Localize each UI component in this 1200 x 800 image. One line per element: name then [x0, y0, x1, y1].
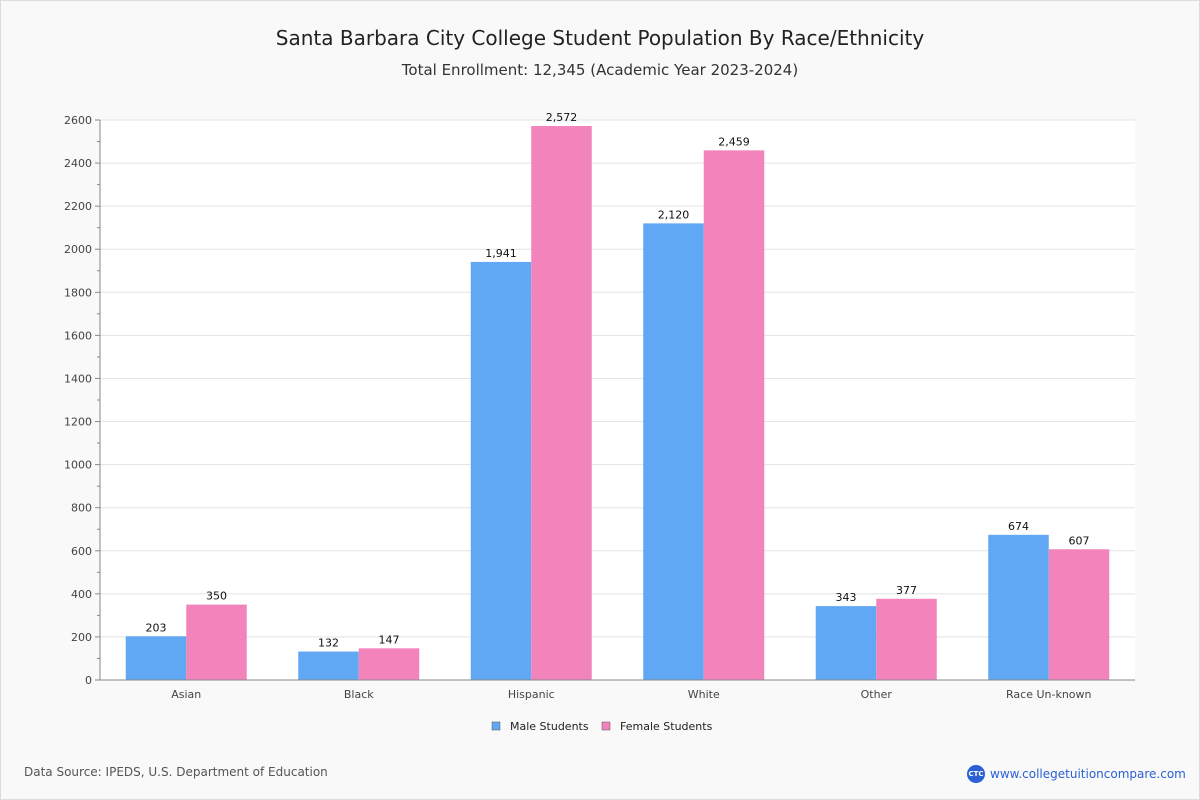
data-source: Data Source: IPEDS, U.S. Department of E… — [24, 765, 328, 779]
brand-link[interactable]: CTC www.collegetuitioncompare.com — [967, 765, 1186, 783]
legend-label: Male Students — [510, 720, 589, 733]
legend-swatch — [601, 721, 611, 731]
chart-title: Santa Barbara City College Student Popul… — [275, 26, 925, 50]
data-label: 377 — [896, 584, 917, 597]
data-label: 147 — [379, 633, 400, 646]
y-tick-label: 0 — [85, 674, 92, 687]
y-tick-label: 400 — [71, 588, 92, 601]
bar-male-students — [815, 606, 877, 680]
bar-female-students — [703, 150, 765, 680]
data-label: 1,941 — [485, 247, 517, 260]
bar-female-students — [1048, 549, 1110, 680]
y-tick-label: 2200 — [64, 200, 92, 213]
data-label: 2,459 — [718, 135, 750, 148]
x-tick-label: White — [688, 688, 720, 701]
y-tick-label: 1800 — [64, 286, 92, 299]
y-tick-label: 2600 — [64, 114, 92, 127]
data-label: 2,120 — [658, 208, 690, 221]
bar-male-students — [988, 534, 1049, 680]
data-label: 2,572 — [546, 111, 578, 124]
y-tick-label: 1200 — [64, 416, 92, 429]
y-tick-label: 1600 — [64, 329, 92, 342]
brand-url: www.collegetuitioncompare.com — [990, 767, 1186, 781]
y-tick-label: 1400 — [64, 372, 92, 385]
data-label: 607 — [1069, 534, 1090, 547]
y-tick-label: 200 — [71, 631, 92, 644]
x-tick-label: Hispanic — [508, 688, 555, 701]
legend-swatch — [491, 721, 501, 731]
x-tick-label: Asian — [171, 688, 201, 701]
bar-female-students — [876, 598, 937, 680]
data-label: 132 — [318, 637, 339, 650]
bar-female-students — [358, 648, 420, 680]
data-label: 203 — [146, 621, 167, 634]
bar-female-students — [531, 126, 592, 681]
x-tick-label: Black — [344, 688, 374, 701]
ctc-logo-icon: CTC — [967, 765, 985, 783]
legend-label: Female Students — [620, 720, 713, 733]
chart-subtitle: Total Enrollment: 12,345 (Academic Year … — [401, 61, 799, 79]
x-tick-label: Other — [861, 688, 893, 701]
plot-area — [100, 120, 1135, 680]
y-tick-label: 600 — [71, 545, 92, 558]
bar-male-students — [125, 636, 187, 680]
bar-male-students — [470, 261, 532, 680]
x-tick-label: Race Un-known — [1006, 688, 1092, 701]
bar-female-students — [186, 604, 247, 680]
data-label: 343 — [836, 591, 857, 604]
data-label: 350 — [206, 590, 227, 603]
y-tick-label: 2400 — [64, 157, 92, 170]
y-tick-label: 800 — [71, 502, 92, 515]
data-label: 674 — [1008, 520, 1029, 533]
bar-male-students — [298, 651, 359, 680]
y-tick-label: 1000 — [64, 459, 92, 472]
bar-male-students — [643, 223, 704, 680]
y-tick-label: 2000 — [64, 243, 92, 256]
